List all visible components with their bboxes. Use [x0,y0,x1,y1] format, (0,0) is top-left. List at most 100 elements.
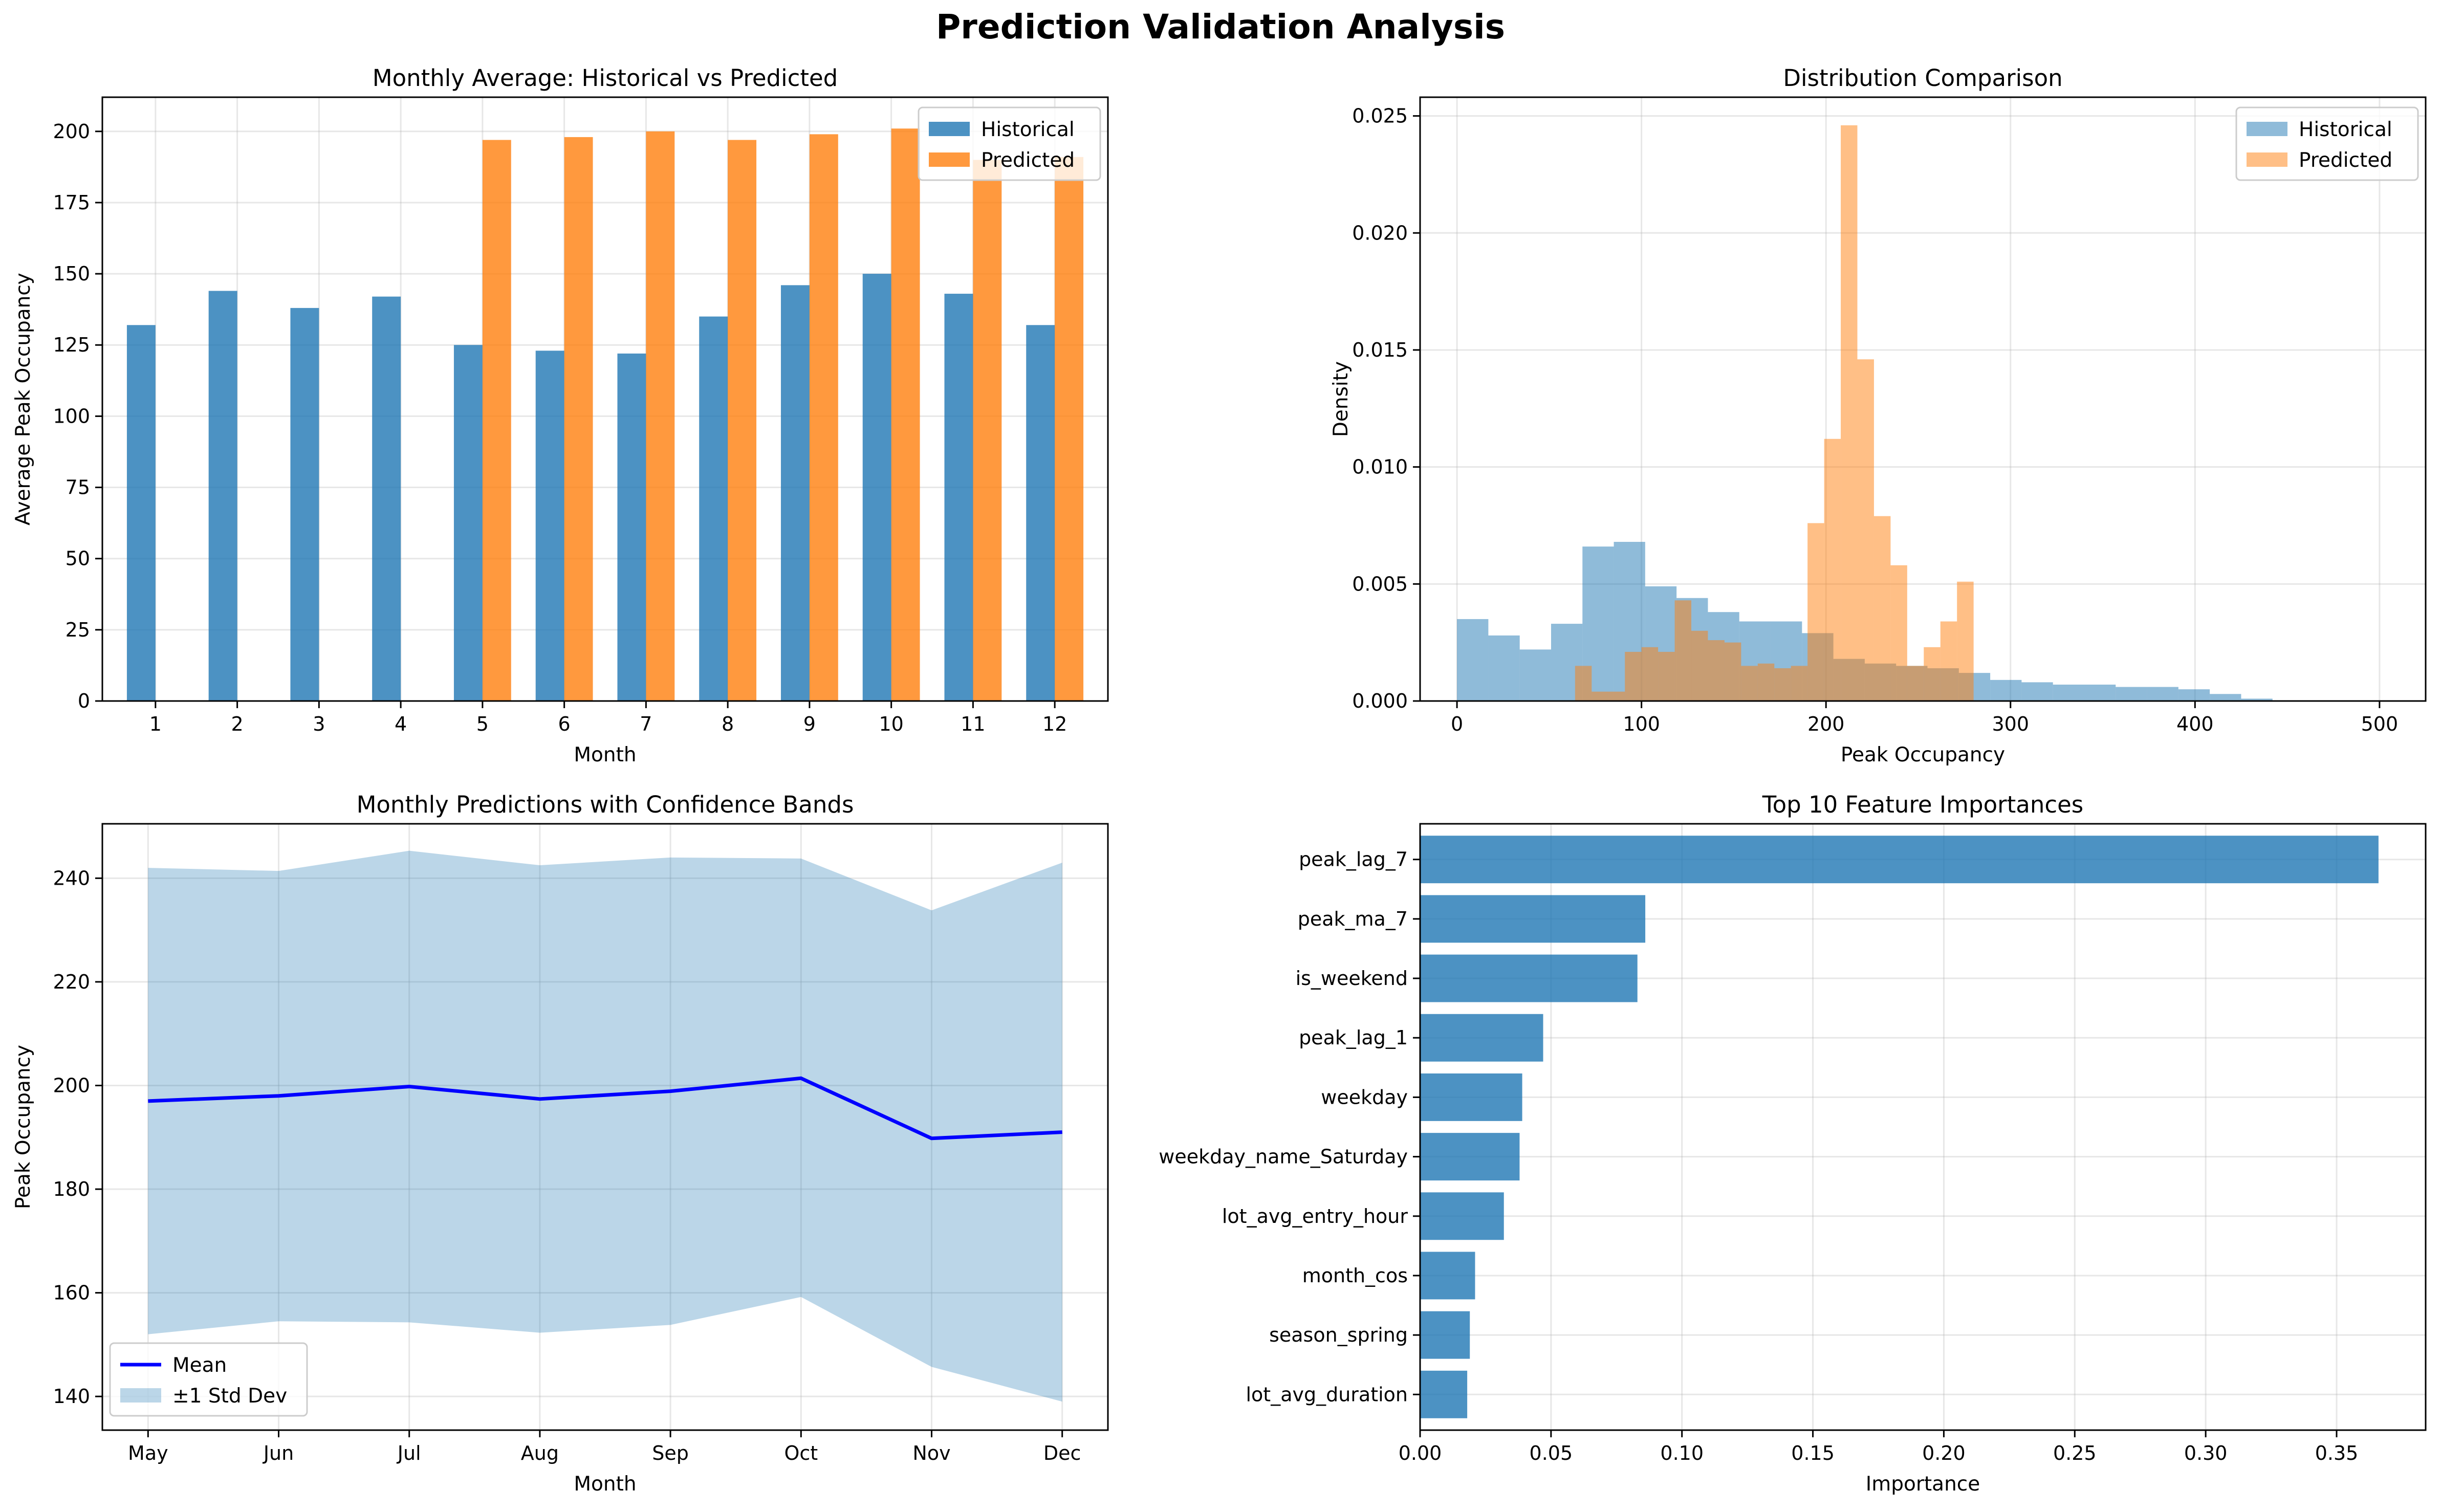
hist-bin-predicted [1940,621,1957,701]
hist-bin-historical [2084,684,2116,701]
hist-bin-predicted [1873,516,1891,701]
importance-bar [1420,1073,1522,1121]
y-tick-label: month_cos [1302,1264,1408,1287]
hist-bin-predicted [1774,668,1791,701]
y-tick-label: peak_lag_7 [1299,848,1408,871]
bar-predicted [728,140,757,701]
y-tick-label: 100 [53,405,90,427]
x-axis-label: Month [574,1473,636,1496]
legend-swatch [2247,152,2287,167]
hist-bin-historical [2116,687,2147,701]
x-tick-label: 0.35 [2315,1442,2359,1464]
x-axis-label: Month [574,743,636,766]
y-tick-label: 0.000 [1352,690,1408,712]
mean-line [148,1076,1062,1141]
hist-bin-predicted [1592,691,1608,701]
hist-bin-predicted [1674,600,1692,701]
bar-historical [290,308,319,701]
bar-historical [1026,325,1055,701]
y-tick-label: 160 [53,1282,90,1304]
bar-historical [208,291,237,701]
axes-frame [101,823,1109,1431]
figure-title: Prediction Validation Analysis [936,7,1505,47]
bar-historical [126,325,156,701]
hist-bin-historical [1990,680,2022,701]
x-tick-label: May [128,1442,168,1464]
panel-title: Monthly Predictions with Confidence Band… [357,791,854,818]
y-tick-label: 0.010 [1352,456,1408,478]
hist-bin-historical [2053,684,2084,701]
hist-bin-predicted [1857,359,1874,701]
hist-bin-predicted [1608,691,1625,701]
hist-bin-predicted [1957,581,1974,701]
hist-bin-predicted [1824,439,1841,701]
x-tick-label: 6 [558,713,571,735]
y-tick-label: 0 [78,690,90,712]
x-tick-label: Sep [652,1442,689,1464]
y-tick-label: weekday [1321,1086,1408,1108]
hist-bin-historical [2241,698,2273,701]
legend-swatch [120,1388,161,1403]
importance-bar [1420,895,1646,943]
hist-bin-predicted [1658,651,1675,701]
legend-label: ±1 Std Dev [172,1385,287,1408]
y-tick-label: lot_avg_entry_hour [1222,1205,1408,1228]
hist-bin-predicted [1575,666,1592,701]
hist-bin-historical [1519,649,1551,701]
y-axis-label: Density [1330,361,1353,437]
hist-bin-predicted [1924,647,1941,701]
bar-predicted [891,128,920,701]
x-tick-label: 0.30 [2184,1442,2228,1464]
importance-bar [1420,836,2379,884]
y-tick-label: 200 [53,1074,90,1097]
bar-historical [862,274,891,701]
bar-historical [453,345,483,701]
legend-label: Historical [981,118,1075,141]
y-tick-label: 25 [66,619,90,641]
legend-label: Predicted [981,149,1075,172]
x-tick-label: 300 [1992,713,2029,735]
axes-frame [1419,823,2427,1431]
y-tick-label: season_spring [1269,1324,1408,1346]
x-tick-label: 9 [803,713,816,735]
axes-frame [1419,96,2427,702]
importance-bar [1420,1014,1543,1062]
hist-bin-historical [1488,635,1520,701]
x-tick-label: 7 [640,713,652,735]
hist-bin-predicted [1641,647,1659,701]
hist-bin-predicted [1791,666,1808,701]
x-tick-label: 0.10 [1660,1442,1704,1464]
bar-predicted [564,137,593,701]
y-tick-label: 0.025 [1352,105,1408,127]
bar-predicted [1055,157,1084,702]
x-tick-label: 2 [231,713,244,735]
x-tick-label: 500 [2361,713,2399,735]
hist-bin-historical [2178,689,2210,701]
x-tick-label: 1 [149,713,162,735]
confidence-band [148,850,1062,1402]
x-tick-label: 0 [1451,713,1463,735]
y-tick-label: weekday_name_Saturday [1159,1146,1408,1168]
x-tick-label: 0.00 [1399,1442,1442,1464]
panel-title: Monthly Average: Historical vs Predicted [373,64,838,92]
importance-bar [1420,954,1638,1002]
hist-bin-historical [1457,619,1489,701]
hist-bin-predicted [1841,125,1858,701]
x-axis-label: Importance [1866,1473,1980,1496]
hist-bin-predicted [1890,565,1907,701]
panel-monthly-predictions: May Jun Jul Aug Sep Oct Nov Dec 140 160 180 200 220 2… [12,791,1109,1496]
panel-title: Distribution Comparison [1783,64,2062,92]
y-tick-label: 75 [66,476,90,499]
x-tick-label: 12 [1042,713,1067,735]
legend-box [109,1342,308,1417]
bar-predicted [973,160,1002,701]
y-tick-label: 0.015 [1352,339,1408,361]
legend-swatch [929,122,970,136]
x-tick-label: Aug [521,1442,559,1464]
bar-predicted [646,131,675,701]
x-tick-label: 4 [395,713,407,735]
y-axis-label: Peak Occupancy [12,1045,35,1209]
axes-frame [101,96,1109,702]
x-tick-label: 8 [722,713,734,735]
x-tick-label: 11 [961,713,985,735]
